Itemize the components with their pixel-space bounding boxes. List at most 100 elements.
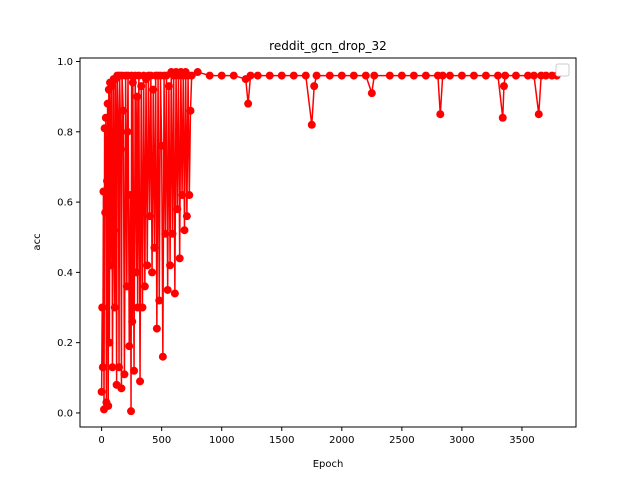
data-point <box>98 303 107 312</box>
data-point <box>161 229 170 238</box>
data-point <box>175 254 184 263</box>
data-point <box>244 99 253 108</box>
x-tick-label: 2500 <box>389 435 414 446</box>
data-point <box>186 106 195 115</box>
data-point <box>307 120 316 129</box>
data-point <box>205 71 214 80</box>
data-point <box>265 71 274 80</box>
data-point <box>498 113 507 122</box>
data-point <box>103 177 112 185</box>
data-point <box>312 71 321 80</box>
data-point <box>182 212 191 221</box>
data-point <box>107 127 116 136</box>
data-point <box>104 401 113 410</box>
data-point <box>337 71 346 80</box>
data-point <box>180 226 189 235</box>
x-tick-label: 3000 <box>449 435 474 446</box>
data-point <box>523 71 532 80</box>
data-point <box>117 384 126 393</box>
data-point <box>511 71 520 80</box>
data-point <box>409 71 418 80</box>
x-tick-label: 1000 <box>209 435 234 446</box>
data-point <box>155 296 164 305</box>
data-point <box>108 363 117 372</box>
data-point <box>145 212 154 221</box>
data-point <box>534 110 543 119</box>
data-point <box>106 261 115 270</box>
y-tick-label: 1.0 <box>57 57 73 68</box>
data-point <box>349 71 358 80</box>
data-point <box>217 71 226 80</box>
data-point <box>289 71 298 80</box>
data-point <box>143 261 152 270</box>
data-point <box>107 82 116 91</box>
x-axis-ticks: 0 500 1000 1500 2000 2500 3000 3500 <box>98 427 535 446</box>
data-point <box>481 71 490 80</box>
y-axis-ticks: 0.0 0.2 0.4 0.6 0.8 1.0 <box>57 57 80 419</box>
data-point <box>114 124 123 133</box>
data-point <box>229 71 238 80</box>
data-point <box>436 110 445 119</box>
data-point <box>185 191 194 200</box>
data-point <box>101 113 110 122</box>
data-point <box>301 71 310 80</box>
chart-title: reddit_gcn_drop_32 <box>269 39 387 53</box>
data-point <box>103 99 112 108</box>
data-point <box>97 387 106 396</box>
data-point <box>370 71 379 80</box>
data-point <box>110 226 119 235</box>
y-tick-label: 0.4 <box>57 268 73 279</box>
data-point <box>101 208 110 217</box>
data-point <box>148 268 157 277</box>
data-point <box>253 71 262 80</box>
y-tick-label: 0.8 <box>57 127 73 138</box>
data-point <box>325 71 334 80</box>
data-point <box>187 71 196 80</box>
x-tick-label: 1500 <box>269 435 294 446</box>
series-layer <box>97 68 561 416</box>
data-point <box>137 82 146 91</box>
data-point <box>246 71 255 80</box>
y-axis-label: acc <box>32 233 43 250</box>
data-point <box>128 78 137 87</box>
data-point <box>178 191 187 200</box>
data-point <box>105 338 114 347</box>
data-point <box>122 282 131 291</box>
x-tick-label: 0 <box>98 435 104 446</box>
data-point <box>140 282 149 291</box>
data-point <box>397 71 406 80</box>
x-tick-label: 3500 <box>509 435 534 446</box>
data-point <box>157 141 166 150</box>
data-point <box>130 366 139 375</box>
data-point <box>128 317 137 326</box>
data-point <box>493 71 502 80</box>
data-point <box>100 124 109 133</box>
data-point <box>163 285 172 294</box>
data-point <box>126 191 135 200</box>
data-point <box>164 82 173 91</box>
data-point <box>119 106 128 115</box>
data-point <box>173 205 182 214</box>
data-point <box>136 377 145 386</box>
data-point <box>529 71 538 80</box>
data-point <box>150 243 159 252</box>
data-point <box>541 71 550 80</box>
data-point <box>109 243 118 252</box>
data-point <box>385 71 394 80</box>
data-point <box>149 85 158 94</box>
data-point <box>98 363 107 372</box>
data-point <box>438 71 447 80</box>
data-point <box>457 71 466 80</box>
axes-frame <box>79 57 577 428</box>
y-tick-label: 0.0 <box>57 408 73 419</box>
x-axis-label: Epoch <box>313 459 344 470</box>
data-point <box>170 289 179 298</box>
data-point <box>158 352 167 361</box>
x-tick-label: 500 <box>152 435 171 446</box>
data-point <box>367 89 376 98</box>
data-point <box>125 342 134 351</box>
data-point <box>110 303 119 312</box>
data-point <box>501 71 510 80</box>
